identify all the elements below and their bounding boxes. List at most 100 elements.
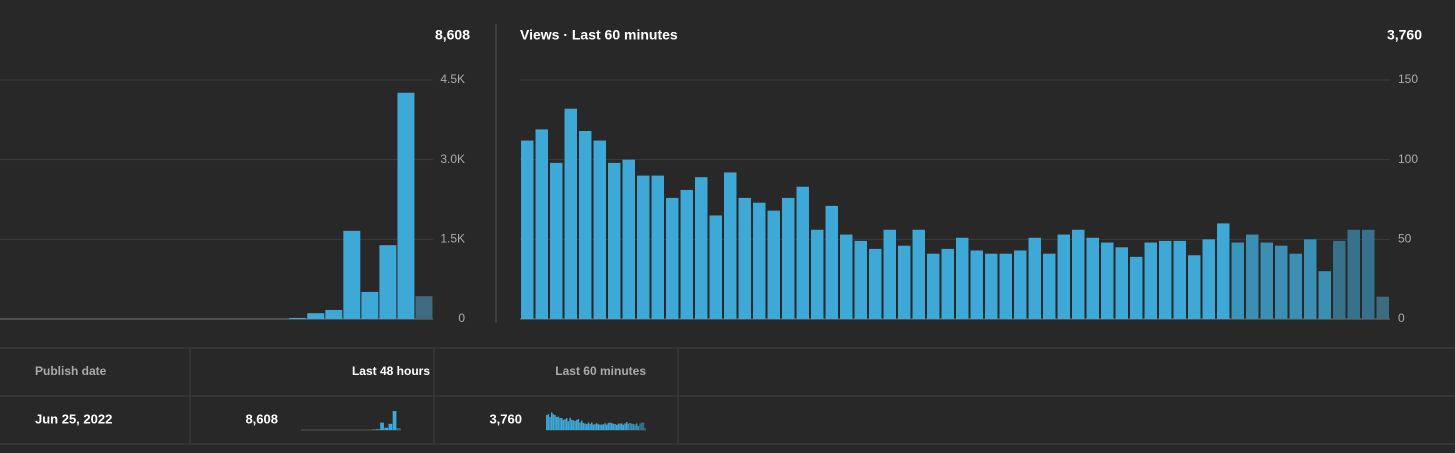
sparkline-bar bbox=[611, 423, 613, 430]
sparkline-bar bbox=[594, 424, 596, 430]
sparkline-bar bbox=[546, 415, 548, 430]
sparkline-bar bbox=[639, 423, 641, 430]
table-cell: 3,760 bbox=[489, 411, 522, 426]
table-cell: Jun 25, 2022 bbox=[35, 411, 112, 426]
bar bbox=[1014, 250, 1027, 319]
sparkline-bar bbox=[644, 428, 646, 430]
bar bbox=[1304, 239, 1317, 319]
bar bbox=[825, 205, 838, 319]
sparkline-bar bbox=[564, 419, 566, 430]
bar bbox=[1318, 271, 1331, 319]
sparkline-bar bbox=[622, 424, 625, 430]
bar bbox=[1275, 245, 1288, 319]
bar bbox=[1260, 242, 1273, 319]
column-header[interactable]: Last 60 minutes bbox=[555, 364, 646, 378]
bar bbox=[883, 229, 896, 319]
sparkline-bar bbox=[554, 415, 556, 430]
bar bbox=[550, 162, 563, 319]
column-header[interactable]: Last 48 hours bbox=[352, 364, 430, 378]
sparkline-bar bbox=[587, 422, 590, 430]
sparkline-bar bbox=[547, 414, 550, 430]
bar bbox=[970, 250, 983, 319]
y-tick-label: 100 bbox=[1398, 152, 1418, 166]
bar bbox=[535, 129, 548, 319]
bar bbox=[361, 291, 379, 319]
sparkline-bar bbox=[624, 423, 626, 430]
sparkline-bar bbox=[601, 424, 603, 430]
bar bbox=[854, 240, 867, 319]
bar bbox=[637, 175, 650, 319]
sparkline-bar bbox=[556, 416, 558, 430]
bar bbox=[325, 309, 343, 319]
bar bbox=[1043, 253, 1056, 319]
sparkline-bar bbox=[602, 424, 605, 430]
sparkline-bar bbox=[614, 424, 616, 430]
sparkline-bar bbox=[561, 418, 563, 430]
bar bbox=[608, 162, 621, 319]
bar bbox=[695, 177, 708, 319]
bar bbox=[1217, 223, 1230, 319]
bar bbox=[579, 130, 592, 319]
bar bbox=[811, 229, 824, 319]
bar bbox=[956, 237, 969, 319]
y-tick-label: 150 bbox=[1398, 72, 1418, 86]
sparkline-bar bbox=[581, 420, 583, 430]
bar bbox=[724, 172, 737, 319]
bar bbox=[1231, 242, 1244, 319]
left-total: 8,608 bbox=[435, 27, 470, 43]
bar bbox=[1246, 234, 1259, 319]
bar bbox=[738, 197, 751, 319]
bar bbox=[941, 248, 954, 319]
sparkline-bar bbox=[574, 420, 576, 430]
sparkline-bar bbox=[577, 418, 580, 430]
sparkline-bar bbox=[571, 419, 573, 430]
bar bbox=[289, 317, 307, 319]
sparkline-bar bbox=[579, 422, 581, 430]
y-tick-label: 3.0K bbox=[440, 152, 465, 166]
bar bbox=[840, 234, 853, 319]
sparkline-bar bbox=[621, 423, 623, 430]
sparkline-bar bbox=[596, 423, 598, 430]
bar bbox=[680, 189, 693, 319]
sparkline-bar bbox=[634, 424, 636, 430]
sparkline-bar bbox=[612, 423, 615, 430]
bar bbox=[651, 175, 664, 319]
bar bbox=[1144, 242, 1157, 319]
bar bbox=[869, 248, 882, 319]
bar bbox=[796, 186, 809, 319]
chart-title: Views · Last 60 minutes bbox=[520, 27, 678, 43]
y-tick-label: 4.5K bbox=[440, 72, 465, 86]
bar bbox=[666, 197, 679, 319]
bar bbox=[1202, 239, 1215, 319]
sparkline-bar bbox=[617, 423, 620, 430]
sparkline-bar bbox=[586, 424, 588, 430]
y-tick-label: 1.5K bbox=[440, 232, 465, 246]
bar bbox=[1057, 234, 1070, 319]
sparkline-bar bbox=[592, 424, 595, 430]
y-tick-label: 0 bbox=[1398, 311, 1405, 325]
bar bbox=[564, 108, 577, 320]
column-header[interactable]: Publish date bbox=[35, 364, 107, 378]
sparkline-bar bbox=[642, 422, 645, 430]
bar bbox=[898, 245, 911, 319]
sparkline-bar bbox=[557, 416, 560, 430]
sparkline-bar bbox=[604, 423, 606, 430]
bar bbox=[1347, 229, 1360, 319]
sparkline-bar bbox=[567, 421, 570, 430]
bar bbox=[1159, 240, 1172, 319]
bar bbox=[1101, 242, 1114, 319]
bar bbox=[1376, 296, 1389, 319]
sparkline-bar bbox=[384, 427, 389, 430]
sparkline-bar bbox=[599, 424, 601, 430]
sparkline-bar bbox=[626, 422, 628, 430]
sparkline-bar bbox=[589, 423, 591, 430]
bar bbox=[709, 215, 722, 319]
bar bbox=[999, 253, 1012, 319]
sparkline-bar bbox=[559, 418, 561, 430]
bar bbox=[782, 197, 795, 319]
bar bbox=[1130, 256, 1143, 319]
sparkline-bar bbox=[632, 423, 635, 430]
sparkline-bar bbox=[607, 422, 610, 430]
bar bbox=[753, 202, 766, 319]
